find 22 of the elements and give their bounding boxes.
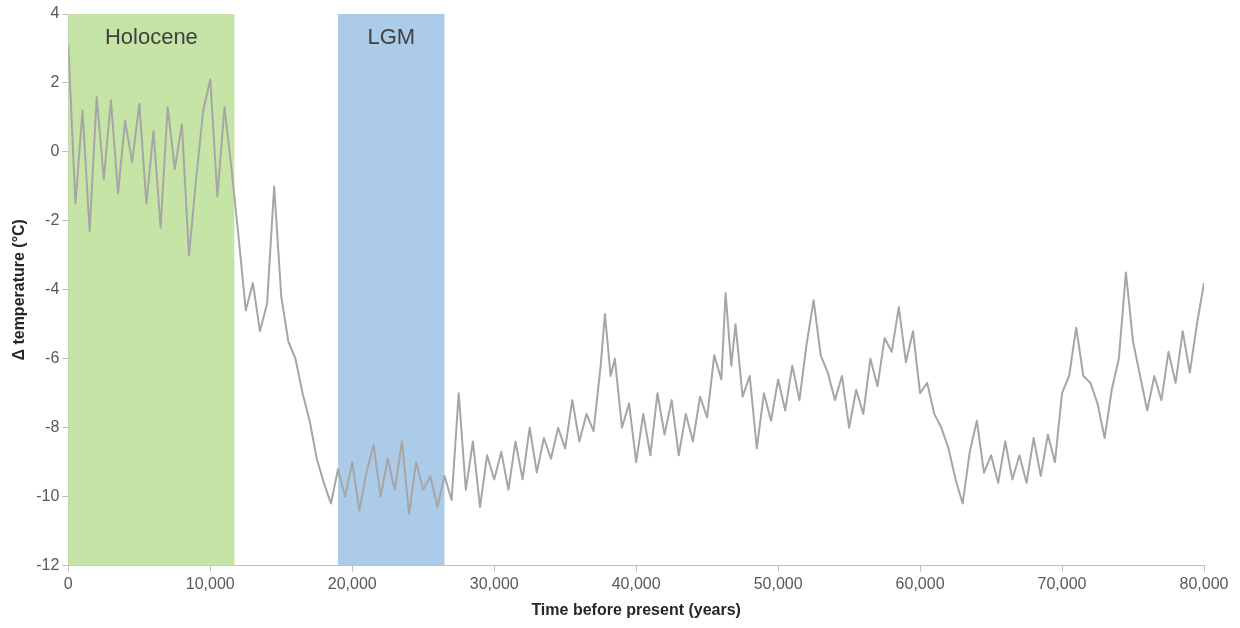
- y-axis-title: Δ temperature (°C): [10, 219, 28, 361]
- band-label: LGM: [367, 24, 416, 50]
- y-tick-label: 2: [50, 73, 60, 91]
- x-tick-label: 80,000: [1179, 574, 1229, 592]
- x-tick-label: 20,000: [327, 574, 377, 592]
- x-tick-label: 10,000: [185, 574, 235, 592]
- x-tick-label: 70,000: [1037, 574, 1087, 592]
- y-tick-label: -12: [36, 556, 60, 574]
- y-tick-label: -10: [36, 487, 60, 505]
- x-tick-label: 0: [63, 574, 73, 592]
- x-tick-label: 30,000: [469, 574, 519, 592]
- band-label: Holocene: [104, 24, 198, 50]
- y-tick-label: -6: [45, 349, 60, 367]
- x-axis-title: Time before present (years): [531, 600, 741, 618]
- x-tick-label: 60,000: [895, 574, 945, 592]
- y-tick-label: -2: [45, 211, 60, 229]
- y-tick-label: 4: [50, 4, 60, 22]
- y-tick-label: -4: [45, 280, 60, 298]
- x-tick-label: 40,000: [611, 574, 661, 592]
- y-tick-label: -8: [45, 418, 60, 436]
- y-tick-label: 0: [50, 142, 60, 160]
- x-tick-label: 50,000: [753, 574, 803, 592]
